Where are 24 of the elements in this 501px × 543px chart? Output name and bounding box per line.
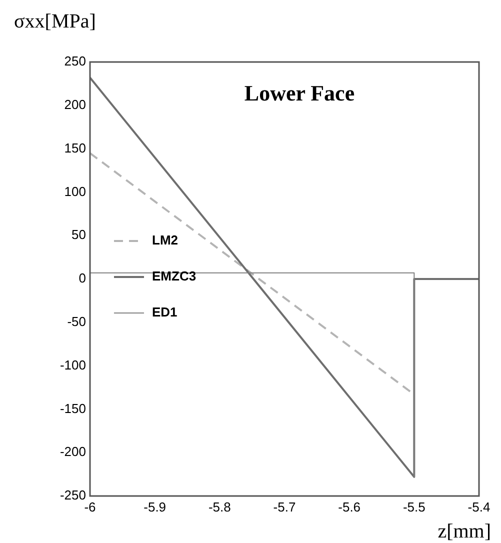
legend-label: EMZC3 — [152, 268, 196, 284]
x-tick-label: -5.8 — [208, 499, 231, 514]
y-tick-label: -250 — [60, 488, 86, 503]
legend-label: ED1 — [152, 304, 178, 320]
y-axis-title: σxx[MPa] — [14, 10, 96, 32]
y-tick-label: -200 — [60, 444, 86, 460]
y-tick-label: 0 — [78, 270, 86, 286]
y-tick-label: 250 — [64, 54, 86, 69]
y-tick-label: 200 — [64, 96, 86, 112]
y-tick-label: -50 — [67, 314, 86, 329]
y-tick-label: 50 — [72, 227, 86, 242]
x-axis-title: z[mm] — [438, 520, 491, 542]
x-tick-label: -5.9 — [144, 499, 166, 514]
y-tick-label: -100 — [60, 357, 86, 372]
x-tick-label: -5.4 — [468, 499, 490, 514]
legend-label: LM2 — [152, 232, 178, 248]
x-tick-label: -5.6 — [338, 499, 361, 514]
x-tick-label: -5.5 — [402, 499, 426, 514]
x-tick-label: -5.7 — [273, 499, 296, 514]
text: Lower Face — [244, 80, 355, 106]
y-tick-label: 100 — [64, 184, 86, 199]
y-tick-label: -150 — [60, 400, 86, 416]
x-tick-label: -6 — [84, 499, 96, 514]
y-tick-label: 150 — [64, 140, 86, 156]
